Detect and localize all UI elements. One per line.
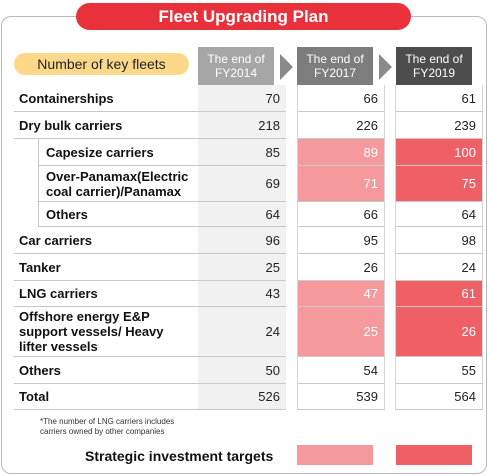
value-fy2019: 239 xyxy=(395,112,483,139)
row-label: Offshore energy E&P support vessels/ Hea… xyxy=(14,307,198,357)
value-fy2014: 25 xyxy=(198,254,286,281)
value-fy2019: 61 xyxy=(395,281,483,307)
value-fy2014: 24 xyxy=(198,307,286,357)
row-label: Others xyxy=(14,357,198,384)
page-title: Fleet Upgrading Plan xyxy=(76,3,411,30)
value-fy2019: 26 xyxy=(395,307,483,357)
column-header-fy2019: The end of FY2019 xyxy=(396,47,472,85)
value-fy2017: 47 xyxy=(297,281,385,307)
value-fy2014: 96 xyxy=(198,227,286,254)
arrow-right-icon xyxy=(379,54,392,80)
value-fy2014: 64 xyxy=(198,202,286,227)
value-fy2014: 50 xyxy=(198,357,286,384)
footnote: *The number of LNG carriers includes car… xyxy=(40,417,175,436)
row-label: Containerships xyxy=(14,85,198,112)
value-fy2017: 89 xyxy=(297,139,385,166)
value-fy2014: 85 xyxy=(198,139,286,166)
value-fy2014: 69 xyxy=(198,166,286,202)
column-header-fy2017: The end of FY2017 xyxy=(297,47,373,85)
value-fy2017: 95 xyxy=(297,227,385,254)
column-header-fy2014: The end of FY2014 xyxy=(198,47,274,85)
value-fy2014: 70 xyxy=(198,85,286,112)
value-fy2017: 71 xyxy=(297,166,385,202)
value-fy2019: 98 xyxy=(395,227,483,254)
legend-swatch-fy2017 xyxy=(297,445,373,465)
value-fy2014: 43 xyxy=(198,281,286,307)
row-label: Capesize carriers xyxy=(38,139,198,166)
value-fy2017: 66 xyxy=(297,202,385,227)
row-label: Total xyxy=(14,384,198,410)
value-fy2017: 66 xyxy=(297,85,385,112)
row-label: Over-Panamax(Electric coal carrier)/Pana… xyxy=(38,166,198,202)
arrow-right-icon xyxy=(280,54,293,80)
value-fy2014: 526 xyxy=(198,384,286,410)
value-fy2019: 564 xyxy=(395,384,483,410)
value-fy2017: 539 xyxy=(297,384,385,410)
value-fy2017: 26 xyxy=(297,254,385,281)
row-label: LNG carriers xyxy=(14,281,198,307)
row-label: Tanker xyxy=(14,254,198,281)
value-fy2019: 55 xyxy=(395,357,483,384)
value-fy2017: 226 xyxy=(297,112,385,139)
legend-swatch-fy2019 xyxy=(396,445,472,465)
value-fy2019: 24 xyxy=(395,254,483,281)
legend-label: Strategic investment targets xyxy=(85,448,274,464)
row-label: Car carriers xyxy=(14,227,198,254)
value-fy2019: 75 xyxy=(395,166,483,202)
value-fy2019: 100 xyxy=(395,139,483,166)
value-fy2017: 54 xyxy=(297,357,385,384)
value-fy2019: 64 xyxy=(395,202,483,227)
row-label: Dry bulk carriers xyxy=(14,112,198,139)
value-fy2014: 218 xyxy=(198,112,286,139)
value-fy2017: 25 xyxy=(297,307,385,357)
row-label: Others xyxy=(38,202,198,227)
row-header-pill: Number of key fleets xyxy=(14,53,189,75)
value-fy2019: 61 xyxy=(395,85,483,112)
